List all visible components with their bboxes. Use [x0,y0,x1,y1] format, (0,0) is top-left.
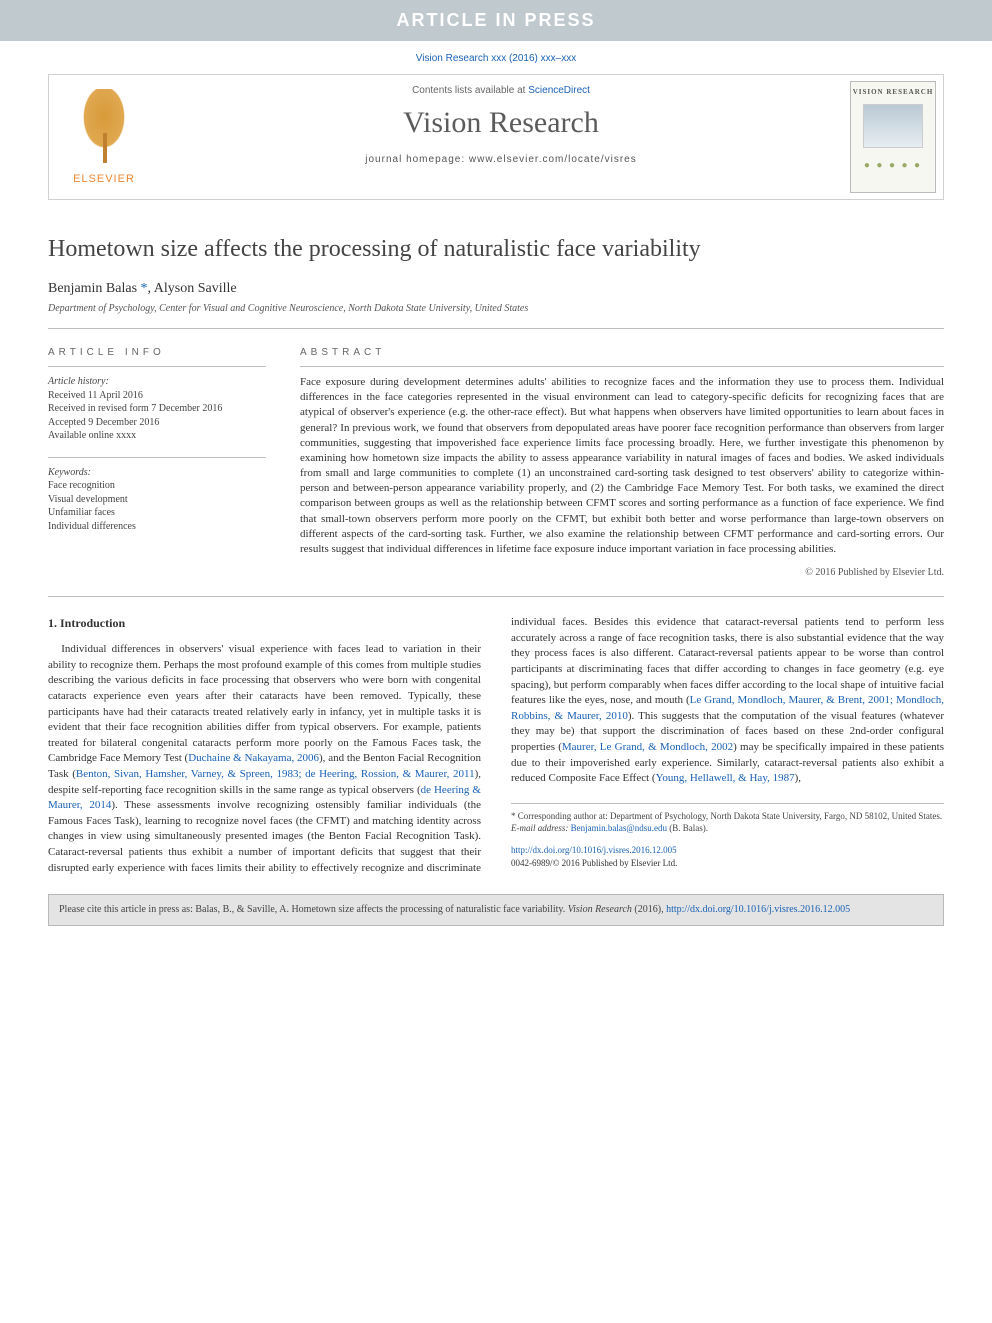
keywords-label: Keywords: [48,466,266,480]
doi-link[interactable]: http://dx.doi.org/10.1016/j.visres.2016.… [511,845,677,855]
contents-lists-line: Contents lists available at ScienceDirec… [167,85,835,96]
please-cite-box: Please cite this article in press as: Ba… [48,894,944,926]
cover-image-icon [863,104,923,148]
citebox-doi-link[interactable]: http://dx.doi.org/10.1016/j.visres.2016.… [666,904,850,915]
email-label: E-mail address: [511,823,571,833]
abstract-copyright: © 2016 Published by Elsevier Ltd. [300,567,944,578]
history-line: Received 11 April 2016 [48,389,266,403]
divider [48,366,266,367]
divider [48,596,944,597]
cover-dots-icon: ● ● ● ● ● [864,160,922,171]
article-history: Article history: Received 11 April 2016 … [48,375,266,443]
article-body: 1. Introduction Individual differences i… [48,615,944,876]
citation-link[interactable]: Young, Hellawell, & Hay, 1987 [656,772,795,784]
affiliation: Department of Psychology, Center for Vis… [48,303,944,314]
body-paragraph: Individual differences in observers' vis… [48,615,944,876]
contents-prefix: Contents lists available at [412,85,528,96]
keyword: Visual development [48,493,266,507]
divider [48,328,944,329]
journal-cover-thumbnail: VISION RESEARCH ● ● ● ● ● [850,81,936,193]
abstract-text: Face exposure during development determi… [300,375,944,557]
email-suffix: (B. Balas). [667,823,708,833]
cover-title: VISION RESEARCH [853,88,934,96]
section-heading: 1. Introduction [48,615,481,632]
journal-homepage-line: journal homepage: www.elsevier.com/locat… [167,154,835,165]
citation-link[interactable]: Duchaine & Nakayama, 2006 [188,752,319,764]
journal-title: Vision Research [167,106,835,140]
body-text: ), [795,772,801,784]
author-list: Benjamin Balas *, Alyson Saville [48,281,944,297]
homepage-prefix: journal homepage: [365,154,469,165]
keyword: Individual differences [48,520,266,534]
sciencedirect-link[interactable]: ScienceDirect [528,85,590,96]
body-text: ). These assessments involve recognizing… [111,799,366,811]
history-line: Received in revised form 7 December 2016 [48,402,266,416]
citation-link[interactable]: Benton, Sivan, Hamsher, Varney, & Spreen… [76,768,475,780]
journal-masthead: ELSEVIER Contents lists available at Sci… [48,74,944,200]
citebox-text: Please cite this article in press as: Ba… [59,904,568,915]
history-label: Article history: [48,375,266,389]
corresponding-author-note: * Corresponding author at: Department of… [511,810,944,822]
citebox-year: (2016), [632,904,666,915]
doi-block: http://dx.doi.org/10.1016/j.visres.2016.… [511,844,944,870]
article-info-heading: ARTICLE INFO [48,347,266,358]
keywords-block: Keywords: Face recognition Visual develo… [48,466,266,534]
abstract-heading: ABSTRACT [300,347,944,358]
publisher-logo-block: ELSEVIER [49,75,159,199]
author-email-link[interactable]: Benjamin.balas@ndsu.edu [571,823,667,833]
homepage-url[interactable]: www.elsevier.com/locate/visres [469,154,637,165]
citebox-journal: Vision Research [568,904,632,915]
body-text: Individual differences in observers' vis… [48,643,481,764]
publisher-name: ELSEVIER [73,173,135,185]
history-line: Accepted 9 December 2016 [48,416,266,430]
divider [300,366,944,367]
citation-header: Vision Research xxx (2016) xxx–xxx [0,53,992,64]
citation-link[interactable]: Maurer, Le Grand, & Mondloch, 2002 [562,741,733,753]
elsevier-tree-icon [69,89,139,169]
email-line: E-mail address: Benjamin.balas@ndsu.edu … [511,822,944,834]
keyword: Face recognition [48,479,266,493]
issn-copyright: 0042-6989/© 2016 Published by Elsevier L… [511,858,677,868]
keyword: Unfamiliar faces [48,506,266,520]
article-in-press-banner: ARTICLE IN PRESS [0,0,992,41]
history-line: Available online xxxx [48,429,266,443]
footnotes: * Corresponding author at: Department of… [511,803,944,834]
article-title: Hometown size affects the processing of … [48,236,944,263]
divider [48,457,266,458]
